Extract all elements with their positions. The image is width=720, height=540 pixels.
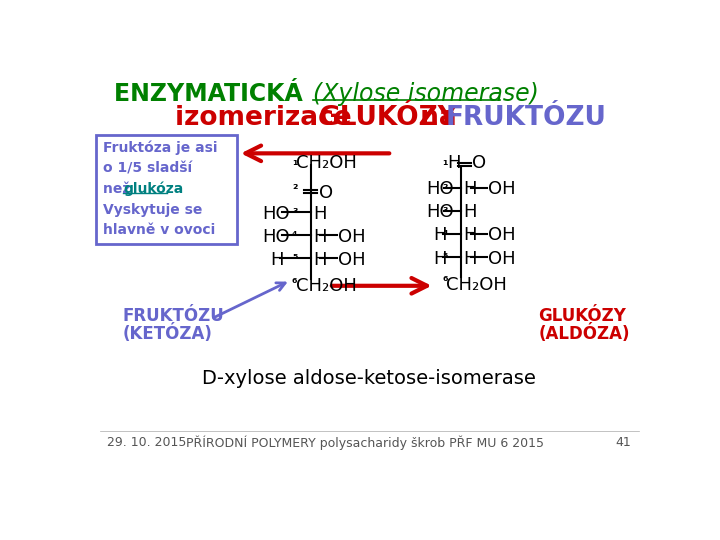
Text: H: H (314, 228, 327, 246)
Text: GLUKÓZY: GLUKÓZY (319, 105, 458, 131)
FancyBboxPatch shape (96, 135, 237, 244)
Text: H: H (464, 249, 477, 268)
Text: 41: 41 (615, 436, 631, 449)
Text: ⁵: ⁵ (442, 252, 448, 265)
Text: ⁴: ⁴ (442, 229, 448, 242)
Text: OH: OH (488, 180, 516, 198)
Text: H: H (314, 251, 327, 269)
Text: o 1/5 sladší: o 1/5 sladší (102, 161, 192, 175)
Text: 29. 10. 2015: 29. 10. 2015 (107, 436, 186, 449)
Text: H: H (433, 226, 447, 245)
Text: GLUKÓZY: GLUKÓZY (539, 307, 626, 325)
Text: ⁶: ⁶ (292, 276, 297, 289)
Text: ⁵: ⁵ (292, 253, 297, 266)
Text: OH: OH (338, 228, 366, 246)
Text: HO: HO (263, 205, 290, 223)
Text: FRUKTÓZU: FRUKTÓZU (446, 105, 607, 131)
Text: H: H (448, 154, 461, 172)
Text: CH₂OH: CH₂OH (296, 278, 356, 295)
Text: izomerizace: izomerizace (175, 105, 361, 131)
Text: OH: OH (338, 251, 366, 269)
Text: PŘÍRODNÍ POLYMERY polysacharidy škrob PŘF MU 6 2015: PŘÍRODNÍ POLYMERY polysacharidy škrob PŘ… (186, 436, 544, 450)
Text: Vyskytuje se: Vyskytuje se (102, 202, 202, 217)
Text: O: O (319, 184, 333, 202)
Text: (ALDÓZA): (ALDÓZA) (539, 325, 630, 343)
Text: ³: ³ (292, 207, 297, 220)
Text: H: H (464, 204, 477, 221)
Text: ⁶: ⁶ (442, 275, 448, 288)
Text: ²: ² (442, 183, 448, 195)
Text: OH: OH (488, 249, 516, 268)
Text: OH: OH (488, 226, 516, 245)
Text: H: H (314, 205, 327, 223)
Text: ¹: ¹ (442, 159, 448, 172)
Text: (Xylose isomerase): (Xylose isomerase) (312, 82, 539, 106)
Text: hlavně v ovoci: hlavně v ovoci (102, 224, 215, 238)
Text: CH₂OH: CH₂OH (296, 154, 356, 172)
Text: HO: HO (426, 180, 454, 198)
Text: ¹: ¹ (292, 159, 297, 172)
Text: D-xylose aldose-ketose-isomerase: D-xylose aldose-ketose-isomerase (202, 369, 536, 388)
Text: ENZYMATICKÁ: ENZYMATICKÁ (114, 82, 311, 106)
Text: na: na (411, 105, 467, 131)
Text: Fruktóza je asi: Fruktóza je asi (102, 140, 217, 155)
Text: H: H (464, 180, 477, 198)
Text: ³: ³ (442, 206, 448, 219)
Text: ⁴: ⁴ (292, 231, 297, 244)
Text: H: H (271, 251, 284, 269)
Text: HO: HO (426, 204, 454, 221)
Text: O: O (472, 154, 486, 172)
Text: CH₂OH: CH₂OH (446, 276, 507, 294)
Text: ²: ² (292, 183, 297, 195)
Text: glukóza: glukóza (123, 182, 184, 197)
Text: FRUKTÓZU: FRUKTÓZU (122, 307, 225, 325)
Text: (KETÓZA): (KETÓZA) (122, 325, 212, 343)
Text: než: než (102, 182, 135, 196)
Text: HO: HO (263, 228, 290, 246)
Text: H: H (433, 249, 447, 268)
Text: H: H (464, 226, 477, 245)
